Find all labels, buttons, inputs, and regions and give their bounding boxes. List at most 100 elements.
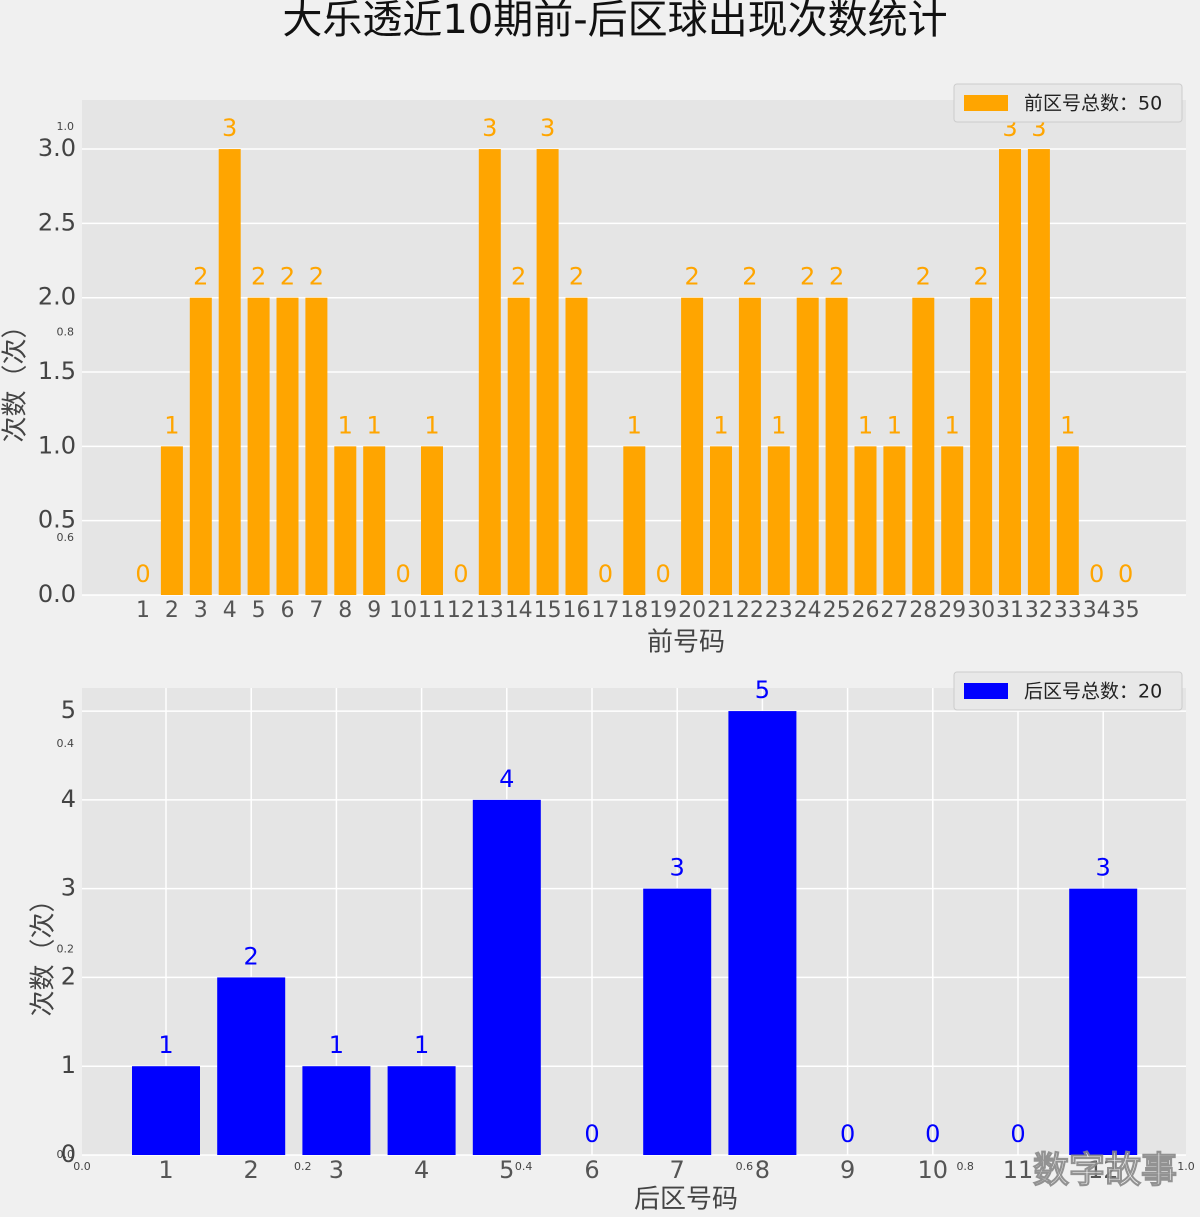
- x-tick-label: 4: [223, 598, 237, 623]
- x-tick-label: 5: [252, 598, 266, 623]
- x-tick-label: 6: [281, 598, 295, 623]
- value-label: 0: [1118, 560, 1133, 588]
- bar: [1056, 446, 1079, 595]
- x-tick-label: 1: [158, 1156, 173, 1184]
- value-label: 0: [656, 560, 671, 588]
- bar: [536, 149, 559, 595]
- bar: [302, 1066, 371, 1155]
- value-label: 3: [222, 114, 237, 142]
- x-tick-label: 32: [1025, 598, 1053, 623]
- value-label: 2: [280, 263, 295, 291]
- y-tick-label: 4: [61, 785, 76, 813]
- x-tick-label: 13: [476, 598, 504, 623]
- y-tick-label: 5: [61, 696, 76, 724]
- bar: [970, 297, 993, 595]
- x-axis-label: 后区号码: [634, 1185, 738, 1215]
- bar: [189, 297, 212, 595]
- value-label: 1: [945, 411, 960, 439]
- bar: [681, 297, 704, 595]
- value-label: 2: [800, 263, 815, 291]
- bar: [1027, 149, 1050, 595]
- bar: [1069, 888, 1138, 1155]
- y-tick-label: 3: [61, 874, 76, 902]
- value-label: 3: [540, 114, 555, 142]
- x-tick-label: 8: [338, 598, 352, 623]
- x-tick-label: 7: [309, 598, 323, 623]
- value-label: 5: [755, 676, 770, 704]
- bar: [472, 799, 541, 1155]
- value-label: 1: [158, 1031, 173, 1059]
- value-label: 1: [367, 411, 382, 439]
- x-tick-label: 7: [670, 1156, 685, 1184]
- legend-swatch: [964, 683, 1008, 699]
- value-label: 1: [329, 1031, 344, 1059]
- value-label: 2: [742, 263, 757, 291]
- bar: [507, 297, 530, 595]
- y-tick-label: 0: [61, 1140, 76, 1168]
- backdrop-y-tick-label: 1.0: [57, 120, 75, 133]
- value-label: 2: [973, 263, 988, 291]
- value-label: 0: [395, 560, 410, 588]
- x-tick-label: 31: [996, 598, 1024, 623]
- value-label: 2: [829, 263, 844, 291]
- x-tick-label: 6: [584, 1156, 599, 1184]
- bar: [217, 977, 286, 1155]
- x-tick-label: 19: [649, 598, 677, 623]
- legend-swatch: [964, 95, 1008, 111]
- value-label: 1: [414, 1031, 429, 1059]
- bar: [728, 711, 797, 1155]
- watermark: 数字故事: [1033, 1150, 1177, 1191]
- legend-label: 后区号总数：20: [1024, 681, 1162, 703]
- y-tick-label: 2.5: [38, 208, 76, 236]
- value-label: 1: [887, 411, 902, 439]
- bar: [478, 149, 501, 595]
- bar: [305, 297, 328, 595]
- bar: [363, 446, 386, 595]
- value-label: 1: [164, 411, 179, 439]
- backdrop-x-tick-label: 0.4: [515, 1160, 533, 1173]
- value-label: 0: [1010, 1120, 1025, 1148]
- legend-box: [953, 83, 1183, 123]
- value-label: 0: [925, 1120, 940, 1148]
- backdrop-x-tick-label: 0.6: [736, 1160, 754, 1173]
- bar: [218, 149, 241, 595]
- y-tick-label: 1: [61, 1051, 76, 1079]
- backdrop-y-tick-label: 0.6: [57, 531, 75, 544]
- x-tick-label: 33: [1054, 598, 1082, 623]
- x-tick-label: 23: [765, 598, 793, 623]
- x-tick-label: 15: [534, 598, 562, 623]
- x-tick-label: 2: [244, 1156, 259, 1184]
- bar: [132, 1066, 200, 1155]
- bar: [421, 446, 443, 595]
- y-tick-label: 1.5: [38, 357, 76, 385]
- x-tick-label: 11: [418, 598, 446, 623]
- x-tick-label: 34: [1083, 598, 1111, 623]
- y-tick-label: 2.0: [38, 283, 76, 311]
- y-axis-label: 次数（次）: [29, 886, 59, 1016]
- value-label: 3: [1096, 854, 1111, 882]
- x-tick-label: 18: [620, 598, 648, 623]
- x-tick-label: 14: [505, 598, 533, 623]
- x-tick-label: 29: [938, 598, 966, 623]
- x-tick-label: 24: [794, 598, 822, 623]
- value-label: 1: [338, 411, 353, 439]
- subplot: 0.00.51.01.52.02.53.01 2 3 4 5 6 7 8 9 10 11 12 13 14…: [1, 83, 1186, 658]
- backdrop-x-tick-label: 0.8: [956, 1160, 974, 1173]
- x-tick-label: 2: [165, 598, 179, 623]
- backdrop-y-tick-label: 0.8: [57, 326, 75, 339]
- value-label: 4: [499, 765, 514, 793]
- bar: [643, 888, 712, 1155]
- x-tick-label: 21: [707, 598, 735, 623]
- figure-title: 大乐透近10期前-后区球出现次数统计: [282, 0, 947, 43]
- x-tick-label: 20: [678, 598, 706, 623]
- x-tick-label: 12: [447, 598, 475, 623]
- value-label: 0: [840, 1120, 855, 1148]
- x-tick-label: 30: [967, 598, 995, 623]
- x-tick-label: 27: [880, 598, 908, 623]
- bar: [623, 446, 646, 595]
- bar: [796, 297, 819, 595]
- value-label: 0: [598, 560, 613, 588]
- legend-box: [953, 671, 1183, 711]
- value-label: 3: [482, 114, 497, 142]
- value-label: 1: [713, 411, 728, 439]
